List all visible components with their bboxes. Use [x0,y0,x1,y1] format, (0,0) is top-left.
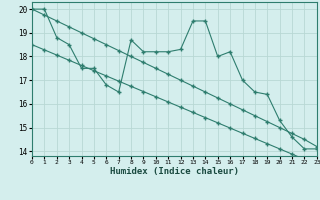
X-axis label: Humidex (Indice chaleur): Humidex (Indice chaleur) [110,167,239,176]
